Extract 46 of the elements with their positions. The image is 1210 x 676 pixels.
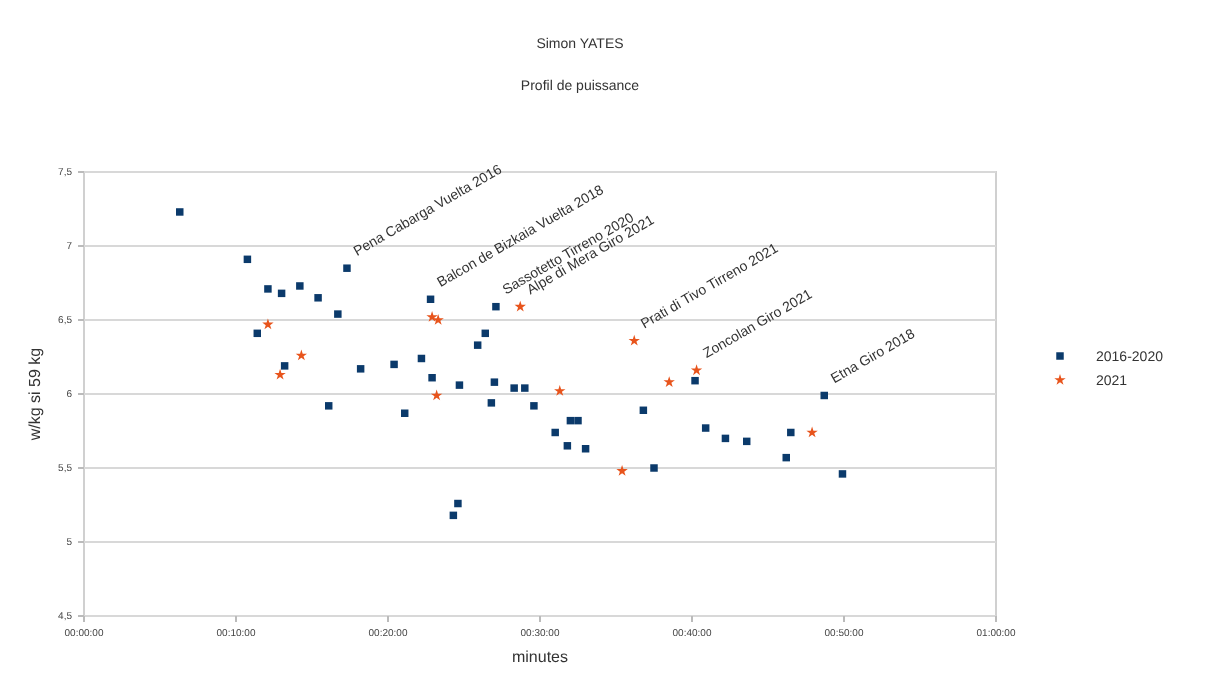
point — [280, 362, 289, 370]
point — [616, 464, 628, 476]
point — [554, 385, 566, 396]
point — [782, 453, 790, 462]
point — [428, 373, 436, 382]
point — [356, 365, 365, 373]
point — [334, 310, 342, 318]
point — [530, 402, 538, 410]
point — [176, 208, 184, 216]
point — [426, 311, 438, 322]
point — [295, 349, 308, 361]
point — [581, 445, 590, 453]
point — [454, 499, 462, 508]
point — [264, 285, 272, 293]
point — [324, 402, 333, 410]
y-axis-title: w/kg si 59 kg — [26, 347, 44, 443]
point — [510, 384, 518, 392]
point — [701, 424, 710, 432]
point — [838, 470, 847, 478]
x-axis-title: minutes — [511, 648, 569, 666]
point — [628, 334, 640, 346]
point — [473, 341, 482, 349]
point — [490, 378, 499, 386]
point — [343, 264, 351, 272]
point — [521, 384, 529, 392]
point — [820, 391, 828, 400]
point — [262, 318, 274, 330]
point — [390, 360, 398, 369]
point — [806, 426, 818, 438]
point — [430, 389, 443, 401]
point — [690, 364, 703, 376]
point — [663, 376, 675, 387]
point — [274, 368, 286, 380]
point — [314, 294, 322, 302]
point — [400, 409, 409, 417]
point — [787, 428, 795, 437]
point — [574, 416, 582, 425]
point — [551, 428, 559, 437]
point — [650, 464, 658, 472]
point — [691, 376, 699, 385]
point — [455, 381, 464, 389]
point — [492, 302, 500, 311]
point — [514, 300, 526, 312]
point — [563, 442, 572, 450]
point — [487, 399, 496, 407]
point — [296, 282, 304, 290]
